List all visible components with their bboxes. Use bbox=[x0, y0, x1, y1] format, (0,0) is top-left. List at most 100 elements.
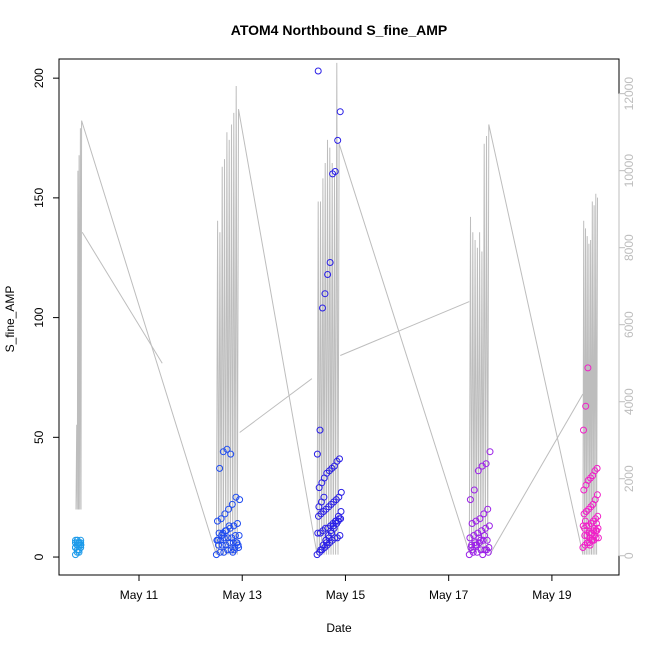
x-tick-label: May 13 bbox=[223, 588, 263, 602]
data-point bbox=[485, 544, 493, 551]
data-point bbox=[582, 508, 590, 515]
data-point bbox=[579, 544, 587, 551]
data-point bbox=[314, 67, 322, 75]
data-point bbox=[465, 551, 473, 559]
data-point bbox=[581, 517, 589, 525]
data-point bbox=[75, 548, 83, 556]
data-point bbox=[331, 168, 339, 175]
data-point bbox=[229, 548, 237, 556]
y2-tick-label: 10000 bbox=[622, 154, 636, 188]
data-point bbox=[224, 534, 232, 542]
y-tick-label: 50 bbox=[32, 430, 46, 444]
data-point bbox=[233, 539, 240, 547]
data-point bbox=[470, 486, 478, 494]
data-point bbox=[582, 402, 590, 410]
data-point bbox=[334, 136, 342, 144]
points-layer bbox=[72, 67, 602, 559]
data-point bbox=[228, 500, 236, 508]
data-point bbox=[587, 474, 594, 482]
data-point bbox=[231, 532, 239, 539]
y2-tick-label: 12000 bbox=[622, 77, 636, 111]
data-point bbox=[214, 517, 221, 525]
line-series-connector bbox=[340, 301, 470, 356]
data-point bbox=[212, 551, 220, 559]
y-tick-label: 200 bbox=[32, 68, 46, 88]
data-point bbox=[232, 493, 240, 501]
data-point bbox=[471, 539, 479, 547]
y-axis-label: S_fine_AMP bbox=[3, 286, 17, 353]
x-axis-label: Date bbox=[326, 621, 352, 635]
data-point bbox=[587, 520, 595, 527]
data-point bbox=[321, 290, 329, 298]
data-point bbox=[485, 522, 493, 530]
data-point bbox=[336, 455, 343, 463]
line-series-connector bbox=[239, 378, 313, 433]
data-point bbox=[225, 505, 233, 513]
data-point bbox=[337, 508, 345, 515]
data-point bbox=[476, 515, 484, 523]
y2-tick-label: 6000 bbox=[622, 311, 636, 338]
data-point bbox=[482, 460, 490, 468]
data-point bbox=[584, 476, 592, 484]
y2-tick-label: 8000 bbox=[622, 234, 636, 261]
data-point bbox=[580, 426, 587, 434]
data-point bbox=[217, 536, 225, 544]
data-point bbox=[480, 510, 488, 518]
data-point bbox=[221, 527, 229, 535]
y2-tick-label: 4000 bbox=[622, 388, 636, 415]
data-point bbox=[337, 488, 345, 496]
data-point bbox=[483, 546, 491, 554]
data-point bbox=[218, 532, 226, 539]
data-point bbox=[594, 534, 602, 542]
data-point bbox=[474, 467, 482, 475]
y-tick-label: 0 bbox=[32, 553, 46, 560]
data-point bbox=[466, 496, 474, 504]
data-point bbox=[587, 503, 595, 511]
data-point bbox=[230, 522, 238, 530]
data-point bbox=[594, 512, 602, 520]
data-point bbox=[217, 515, 225, 523]
data-point bbox=[228, 534, 236, 542]
data-point bbox=[235, 532, 243, 539]
x-tick-label: May 19 bbox=[532, 588, 572, 602]
data-point bbox=[336, 532, 344, 539]
data-point bbox=[336, 108, 344, 116]
data-point bbox=[475, 534, 483, 542]
data-point bbox=[335, 515, 343, 523]
data-point bbox=[326, 259, 334, 266]
data-point bbox=[593, 491, 601, 499]
data-point bbox=[219, 448, 227, 456]
data-point bbox=[221, 510, 229, 518]
line-series-layer bbox=[75, 62, 598, 555]
data-point bbox=[479, 551, 487, 559]
x-tick-label: May 15 bbox=[326, 588, 366, 602]
data-point bbox=[236, 496, 244, 504]
data-point bbox=[320, 493, 328, 501]
data-point bbox=[316, 426, 324, 434]
y2-tick-label: 0 bbox=[622, 552, 636, 559]
data-point bbox=[214, 536, 222, 544]
data-point bbox=[216, 548, 224, 556]
y2-tick-label: 2000 bbox=[622, 465, 636, 492]
data-point bbox=[593, 520, 600, 527]
line-series-bursts bbox=[75, 62, 598, 555]
data-point bbox=[234, 520, 241, 527]
y-tick-label: 150 bbox=[32, 188, 46, 208]
line-series-connector bbox=[489, 393, 584, 555]
data-point bbox=[480, 532, 488, 539]
data-point bbox=[585, 505, 593, 513]
data-point bbox=[223, 445, 231, 453]
data-point bbox=[580, 510, 588, 518]
data-point bbox=[486, 448, 494, 456]
axes-layer: 050100150200020004000600080001000012000M… bbox=[32, 68, 636, 602]
data-point bbox=[216, 464, 224, 472]
data-point bbox=[313, 450, 321, 458]
data-point bbox=[72, 551, 79, 559]
data-point bbox=[584, 364, 592, 372]
data-point bbox=[222, 541, 230, 549]
data-point bbox=[484, 505, 492, 513]
data-point bbox=[319, 304, 326, 312]
chart-title: ATOM4 Northbound S_fine_AMP bbox=[231, 22, 447, 38]
data-point bbox=[220, 548, 228, 556]
